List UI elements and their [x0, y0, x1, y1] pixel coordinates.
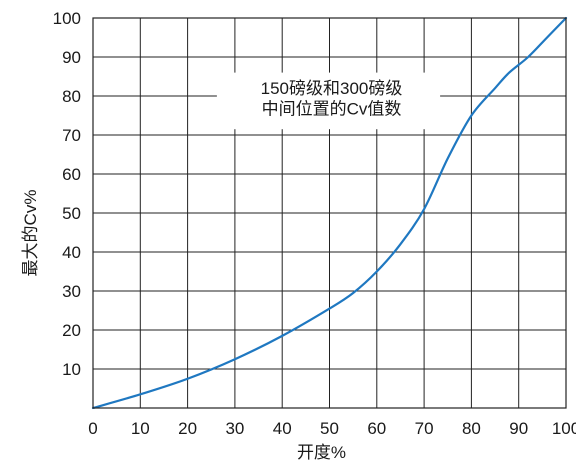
x-axis-title: 开度%: [297, 443, 346, 462]
cv-curve-line: [91, 16, 568, 410]
x-tick-label: 90: [509, 419, 528, 438]
y-tick-label: 100: [53, 9, 81, 28]
x-tick-label: 10: [131, 419, 150, 438]
y-tick-label: 30: [62, 282, 81, 301]
x-tick-label: 0: [88, 419, 97, 438]
y-tick-label: 90: [62, 48, 81, 67]
y-tick-label: 80: [62, 87, 81, 106]
y-tick-label: 40: [62, 243, 81, 262]
x-tick-label: 100: [552, 419, 576, 438]
y-axis-title: 最大的Cv%: [21, 190, 40, 277]
x-tick-labels: 0 10 20 30 40 50 60 70 80 90 100: [88, 419, 576, 438]
x-tick-label: 40: [273, 419, 292, 438]
y-tick-label: 70: [62, 126, 81, 145]
x-tick-label: 70: [415, 419, 434, 438]
curve-layer: [91, 16, 568, 410]
annotation-background: [216, 72, 441, 130]
annotation-line-2: 中间位置的Cv值数: [262, 100, 402, 119]
x-tick-label: 30: [225, 419, 244, 438]
x-tick-label: 50: [320, 419, 339, 438]
plot-frame: [92, 17, 567, 409]
y-tick-labels: 10 20 30 40 50 60 70 80 90 100: [53, 9, 81, 379]
y-tick-label: 50: [62, 204, 81, 223]
x-tick-label: 60: [367, 419, 386, 438]
annotation-line-1: 150磅级和300磅级: [261, 79, 403, 98]
x-tick-label: 20: [178, 419, 197, 438]
y-tick-label: 60: [62, 165, 81, 184]
y-tick-label: 20: [62, 321, 81, 340]
y-tick-label: 10: [62, 360, 81, 379]
x-tick-label: 80: [462, 419, 481, 438]
